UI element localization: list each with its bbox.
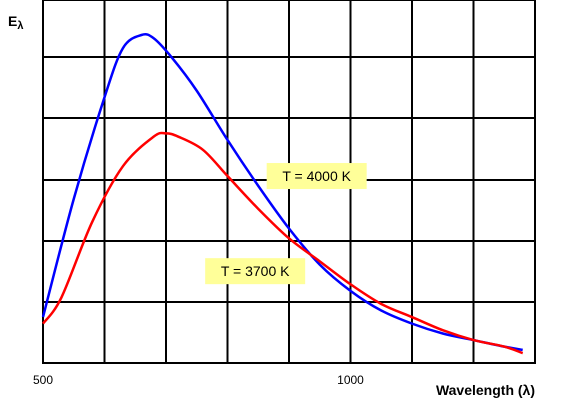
series-group: [41, 33, 524, 355]
annotation-group: T = 4000 K T = 3700 K: [205, 163, 367, 285]
annotation-box: [205, 258, 306, 285]
annotation-label: T = 3700 K: [221, 263, 290, 279]
annotation-1: T = 3700 K: [205, 258, 306, 285]
annotation-0: T = 4000 K: [266, 163, 367, 190]
series-line-1: [41, 131, 524, 355]
series-line-0: [41, 33, 523, 352]
annotation-box: [266, 163, 367, 190]
annotation-label: T = 4000 K: [282, 168, 351, 184]
x-tick-label-0: 500: [33, 373, 53, 387]
tick-labels: 500 1000: [33, 373, 364, 387]
y-axis-label: Eλ: [8, 13, 23, 32]
x-tick-label-1: 1000: [337, 373, 364, 387]
x-axis-label: Wavelength (λ): [436, 382, 535, 398]
